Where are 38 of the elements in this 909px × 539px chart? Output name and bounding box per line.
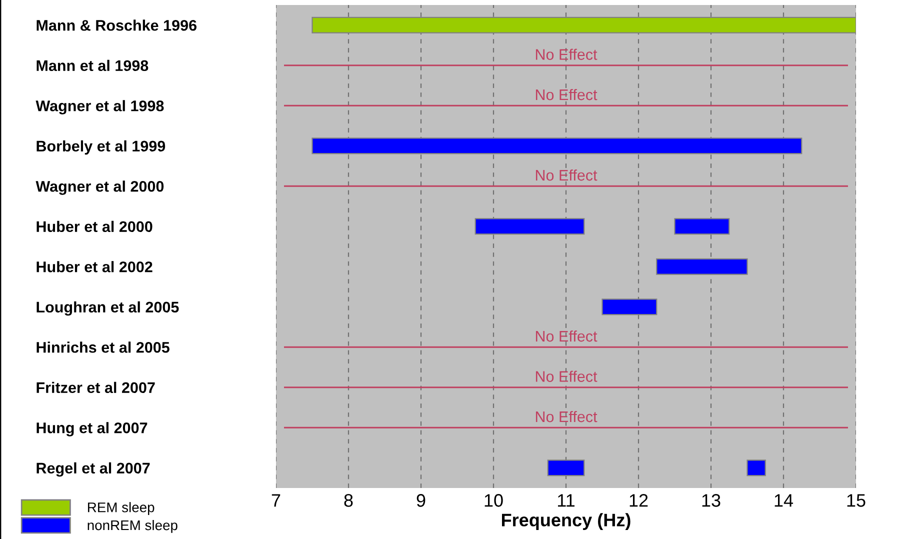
y-tick-label: Hung et al 2007 — [36, 422, 148, 436]
x-tick-label: 13 — [702, 494, 720, 507]
y-tick-label: Wagner et al 2000 — [36, 180, 164, 195]
y-tick-label: Borbely et al 1999 — [36, 140, 166, 155]
y-tick-label: Mann et al 1998 — [36, 60, 148, 72]
legend-label: nonREM sleep — [88, 520, 178, 533]
bar — [674, 218, 730, 235]
legend-label: REM sleep — [88, 502, 154, 516]
bar — [602, 298, 658, 316]
y-tick-label: Fritzer et al 2007 — [36, 382, 155, 394]
bar — [547, 460, 585, 476]
y-tick-label: Regel et al 2007 — [36, 462, 150, 477]
x-tick-label: 10 — [484, 494, 503, 507]
ref-line-label: No Effect — [536, 88, 598, 100]
x-axis-title: Frequency (Hz) — [502, 513, 630, 530]
y-tick-label: Loughran et al 2005 — [36, 301, 179, 316]
ref-line-label: No Effect — [536, 410, 598, 422]
x-tick-label: 15 — [847, 494, 866, 507]
bar — [474, 218, 585, 235]
y-tick-label: Mann & Roschke 1996 — [36, 20, 196, 31]
ref-line-label: No Effect — [536, 370, 598, 382]
ref-line-label: No Effect — [536, 48, 598, 60]
x-tick-label: 9 — [416, 494, 426, 507]
y-tick-label: Huber et al 2000 — [36, 220, 152, 232]
ref-line-label: No Effect — [536, 330, 598, 342]
bar — [312, 138, 802, 154]
bar — [656, 258, 748, 275]
x-tick-label: 8 — [344, 494, 353, 507]
x-tick-label: 11 — [558, 494, 574, 507]
x-tick-label: 14 — [774, 494, 794, 507]
y-tick-label: Wagner et al 1998 — [36, 100, 164, 114]
x-tick-label: 12 — [630, 494, 648, 507]
y-tick-label: Huber et al 2002 — [36, 261, 152, 272]
bar — [746, 460, 766, 476]
y-tick-label: Hinrichs et al 2005 — [36, 342, 170, 353]
ref-line-label: No Effect — [536, 169, 598, 181]
x-tick-label: 7 — [272, 494, 280, 507]
bar — [312, 16, 856, 34]
